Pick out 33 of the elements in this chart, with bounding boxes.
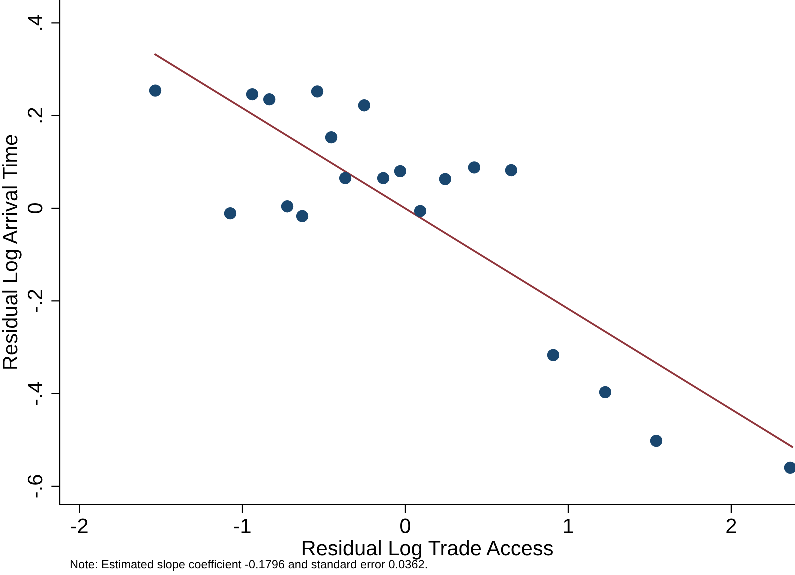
x-tick-label: 2 — [726, 518, 736, 534]
x-tick-label: 1 — [564, 518, 574, 534]
x-tick-label: -1 — [234, 518, 251, 534]
text: Note: Estimated slope coefficient -0.1796 and standard error 0.0362. — [70, 560, 428, 571]
y-tick-label: .2 — [28, 108, 42, 123]
x-tick-label: -2 — [71, 518, 88, 534]
point — [599, 386, 612, 398]
point — [224, 208, 237, 220]
point — [439, 173, 452, 186]
point — [339, 172, 352, 184]
y-tick-label: -.4 — [28, 382, 42, 406]
y-axis-title: Residual Log Arrival Time — [2, 135, 22, 369]
point — [414, 205, 427, 218]
point — [547, 349, 560, 362]
point — [311, 86, 324, 98]
point — [246, 88, 259, 101]
point — [394, 165, 407, 178]
y-tick-label: -.2 — [28, 290, 42, 312]
point — [468, 162, 481, 174]
point — [149, 84, 162, 97]
point — [377, 172, 390, 184]
point — [505, 164, 518, 177]
point — [281, 200, 294, 213]
point — [296, 210, 309, 222]
y-tick-label: .4 — [28, 15, 42, 30]
point — [358, 100, 371, 112]
y-tick-label: 0 — [28, 204, 43, 214]
x-axis-title: Residual Log Trade Access — [302, 540, 553, 560]
point — [325, 132, 338, 144]
point — [264, 94, 276, 106]
x-tick-label: 0 — [400, 518, 410, 534]
point — [650, 434, 663, 448]
y-tick-label: -.6 — [28, 475, 43, 498]
